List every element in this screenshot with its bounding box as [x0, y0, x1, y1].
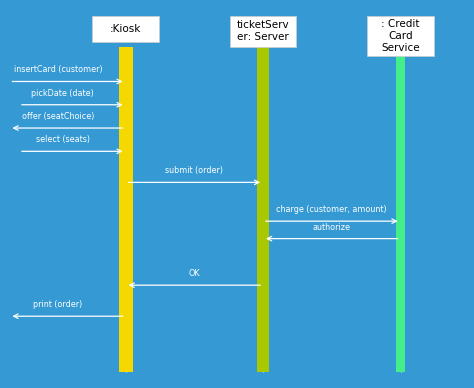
Text: offer (seatChoice): offer (seatChoice) [22, 112, 94, 121]
Text: pickDate (date): pickDate (date) [31, 89, 94, 98]
Text: OK: OK [189, 269, 200, 278]
Bar [396, 47, 405, 372]
Text: select (seats): select (seats) [36, 135, 90, 144]
Text: ticketServ
er: Server: ticketServ er: Server [237, 21, 290, 42]
Bar [367, 16, 434, 56]
Bar [230, 16, 296, 47]
Text: insertCard (customer): insertCard (customer) [14, 66, 102, 74]
Text: : Credit
Card
Service: : Credit Card Service [381, 19, 420, 53]
Text: submit (order): submit (order) [165, 166, 223, 175]
Text: :Kiosk: :Kiosk [110, 24, 141, 34]
Text: authorize: authorize [313, 223, 351, 232]
Text: print (order): print (order) [34, 300, 82, 309]
Text: charge (customer, amount): charge (customer, amount) [276, 205, 387, 214]
Bar [118, 47, 133, 372]
Bar [257, 47, 269, 372]
Bar [92, 16, 159, 42]
